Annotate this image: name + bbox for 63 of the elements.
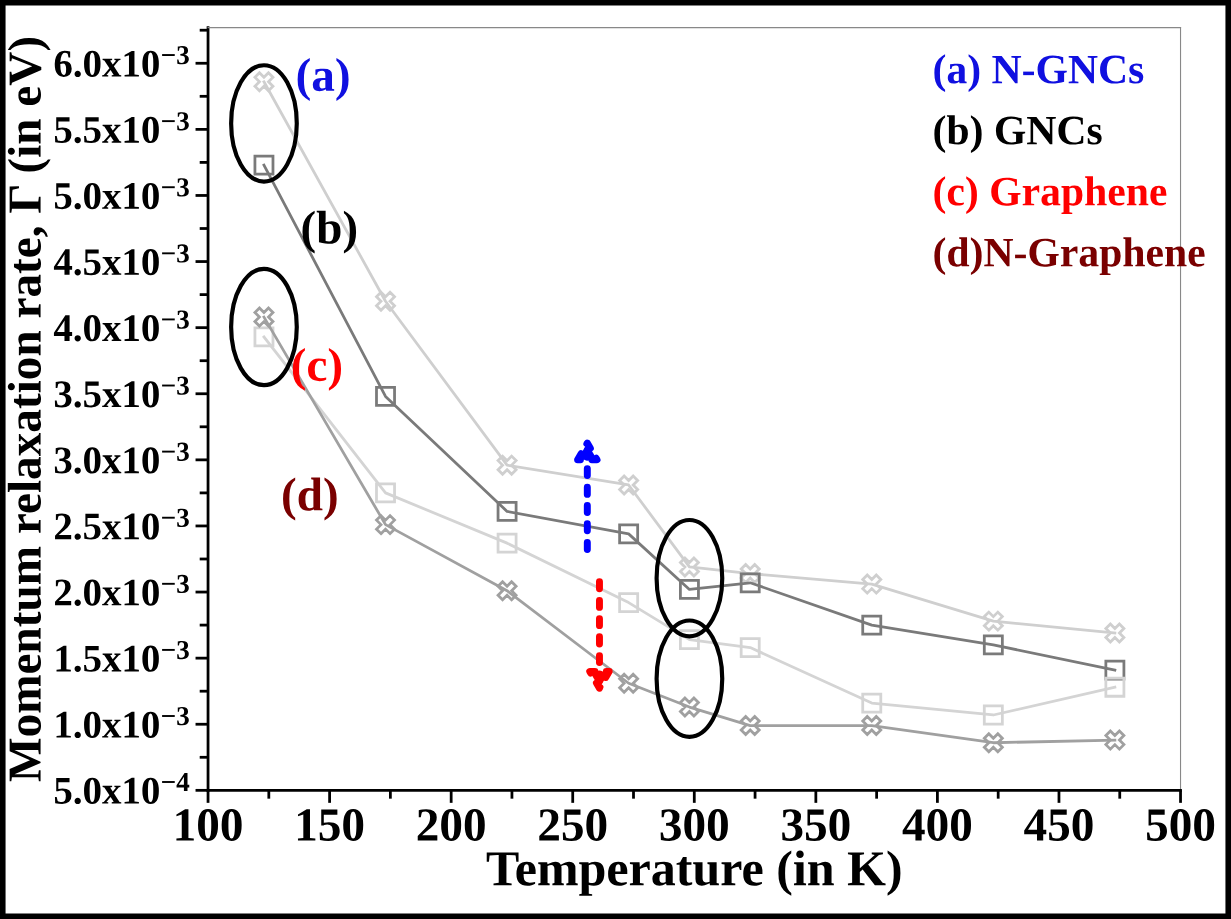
point bbox=[618, 672, 640, 694]
point bbox=[253, 154, 275, 176]
annotation: (a) N-GNCs bbox=[934, 54, 1144, 93]
point bbox=[982, 610, 1004, 632]
point bbox=[1104, 676, 1126, 698]
point bbox=[861, 573, 883, 595]
point bbox=[679, 556, 700, 578]
point bbox=[375, 385, 396, 407]
point bbox=[496, 454, 518, 476]
point bbox=[618, 474, 640, 496]
annotation: (d)N-Graphene bbox=[934, 237, 1205, 276]
point bbox=[1104, 622, 1126, 644]
annotation: (b) GNCs bbox=[934, 115, 1102, 154]
y-tick-label: 5.0x10$^{−4}$ bbox=[54, 773, 190, 805]
annotation: (b) bbox=[302, 210, 357, 254]
x-tick-label: 500 bbox=[1147, 809, 1215, 841]
point bbox=[618, 592, 640, 614]
y-axis-title: Momentum relaxation rate, Γ (in eV) bbox=[7, 37, 51, 782]
x-tick-label: 100 bbox=[176, 809, 242, 841]
x-tick-label: 200 bbox=[417, 809, 485, 841]
point bbox=[861, 614, 883, 636]
point bbox=[496, 500, 518, 522]
point bbox=[861, 715, 883, 736]
point bbox=[982, 634, 1004, 656]
x-tick-label: 250 bbox=[539, 809, 607, 841]
x-tick-label: 150 bbox=[297, 809, 364, 841]
point bbox=[982, 704, 1004, 726]
point bbox=[618, 523, 640, 545]
annotation: (c) Graphene bbox=[934, 176, 1167, 215]
x-tick-label: 400 bbox=[902, 809, 972, 841]
x-tick-label: 300 bbox=[660, 809, 728, 841]
y-tick-label: 5.0x10$^{−3}$ bbox=[54, 178, 189, 210]
x-tick-label: 450 bbox=[1024, 809, 1093, 841]
x-tick-label: 350 bbox=[782, 809, 850, 841]
y-tick-label: 2.5x10$^{−3}$ bbox=[55, 508, 189, 540]
point bbox=[861, 692, 883, 714]
y-tick-label: 5.5x10$^{−3}$ bbox=[54, 112, 189, 144]
point bbox=[982, 732, 1004, 754]
point bbox=[739, 637, 761, 658]
annotation: (d) bbox=[283, 477, 337, 521]
point bbox=[375, 514, 396, 536]
y-tick-label: 3.0x10$^{−3}$ bbox=[54, 442, 189, 474]
x-axis-title: Temperature (in K) bbox=[486, 850, 901, 896]
y-tick-label: 1.5x10$^{−3}$ bbox=[56, 640, 189, 672]
y-tick-label: 4.5x10$^{−3}$ bbox=[53, 244, 189, 276]
point bbox=[679, 696, 700, 718]
y-tick-label: 3.5x10$^{−3}$ bbox=[54, 376, 189, 408]
point bbox=[739, 715, 761, 736]
point bbox=[496, 580, 518, 602]
point bbox=[253, 306, 275, 328]
point bbox=[375, 290, 396, 312]
point bbox=[496, 532, 518, 554]
y-tick-label: 4.0x10$^{−3}$ bbox=[53, 310, 189, 342]
annotation: (a) bbox=[297, 58, 349, 101]
y-tick-label: 2.0x10$^{−3}$ bbox=[55, 574, 189, 606]
y-tick-label: 1.0x10$^{−3}$ bbox=[56, 707, 189, 739]
point bbox=[679, 578, 700, 600]
annotation: (c) bbox=[292, 347, 342, 391]
point bbox=[253, 71, 275, 93]
point bbox=[375, 482, 396, 504]
point bbox=[1104, 729, 1126, 751]
y-tick-label: 6.0x10$^{−3}$ bbox=[54, 46, 189, 78]
point bbox=[739, 572, 761, 594]
